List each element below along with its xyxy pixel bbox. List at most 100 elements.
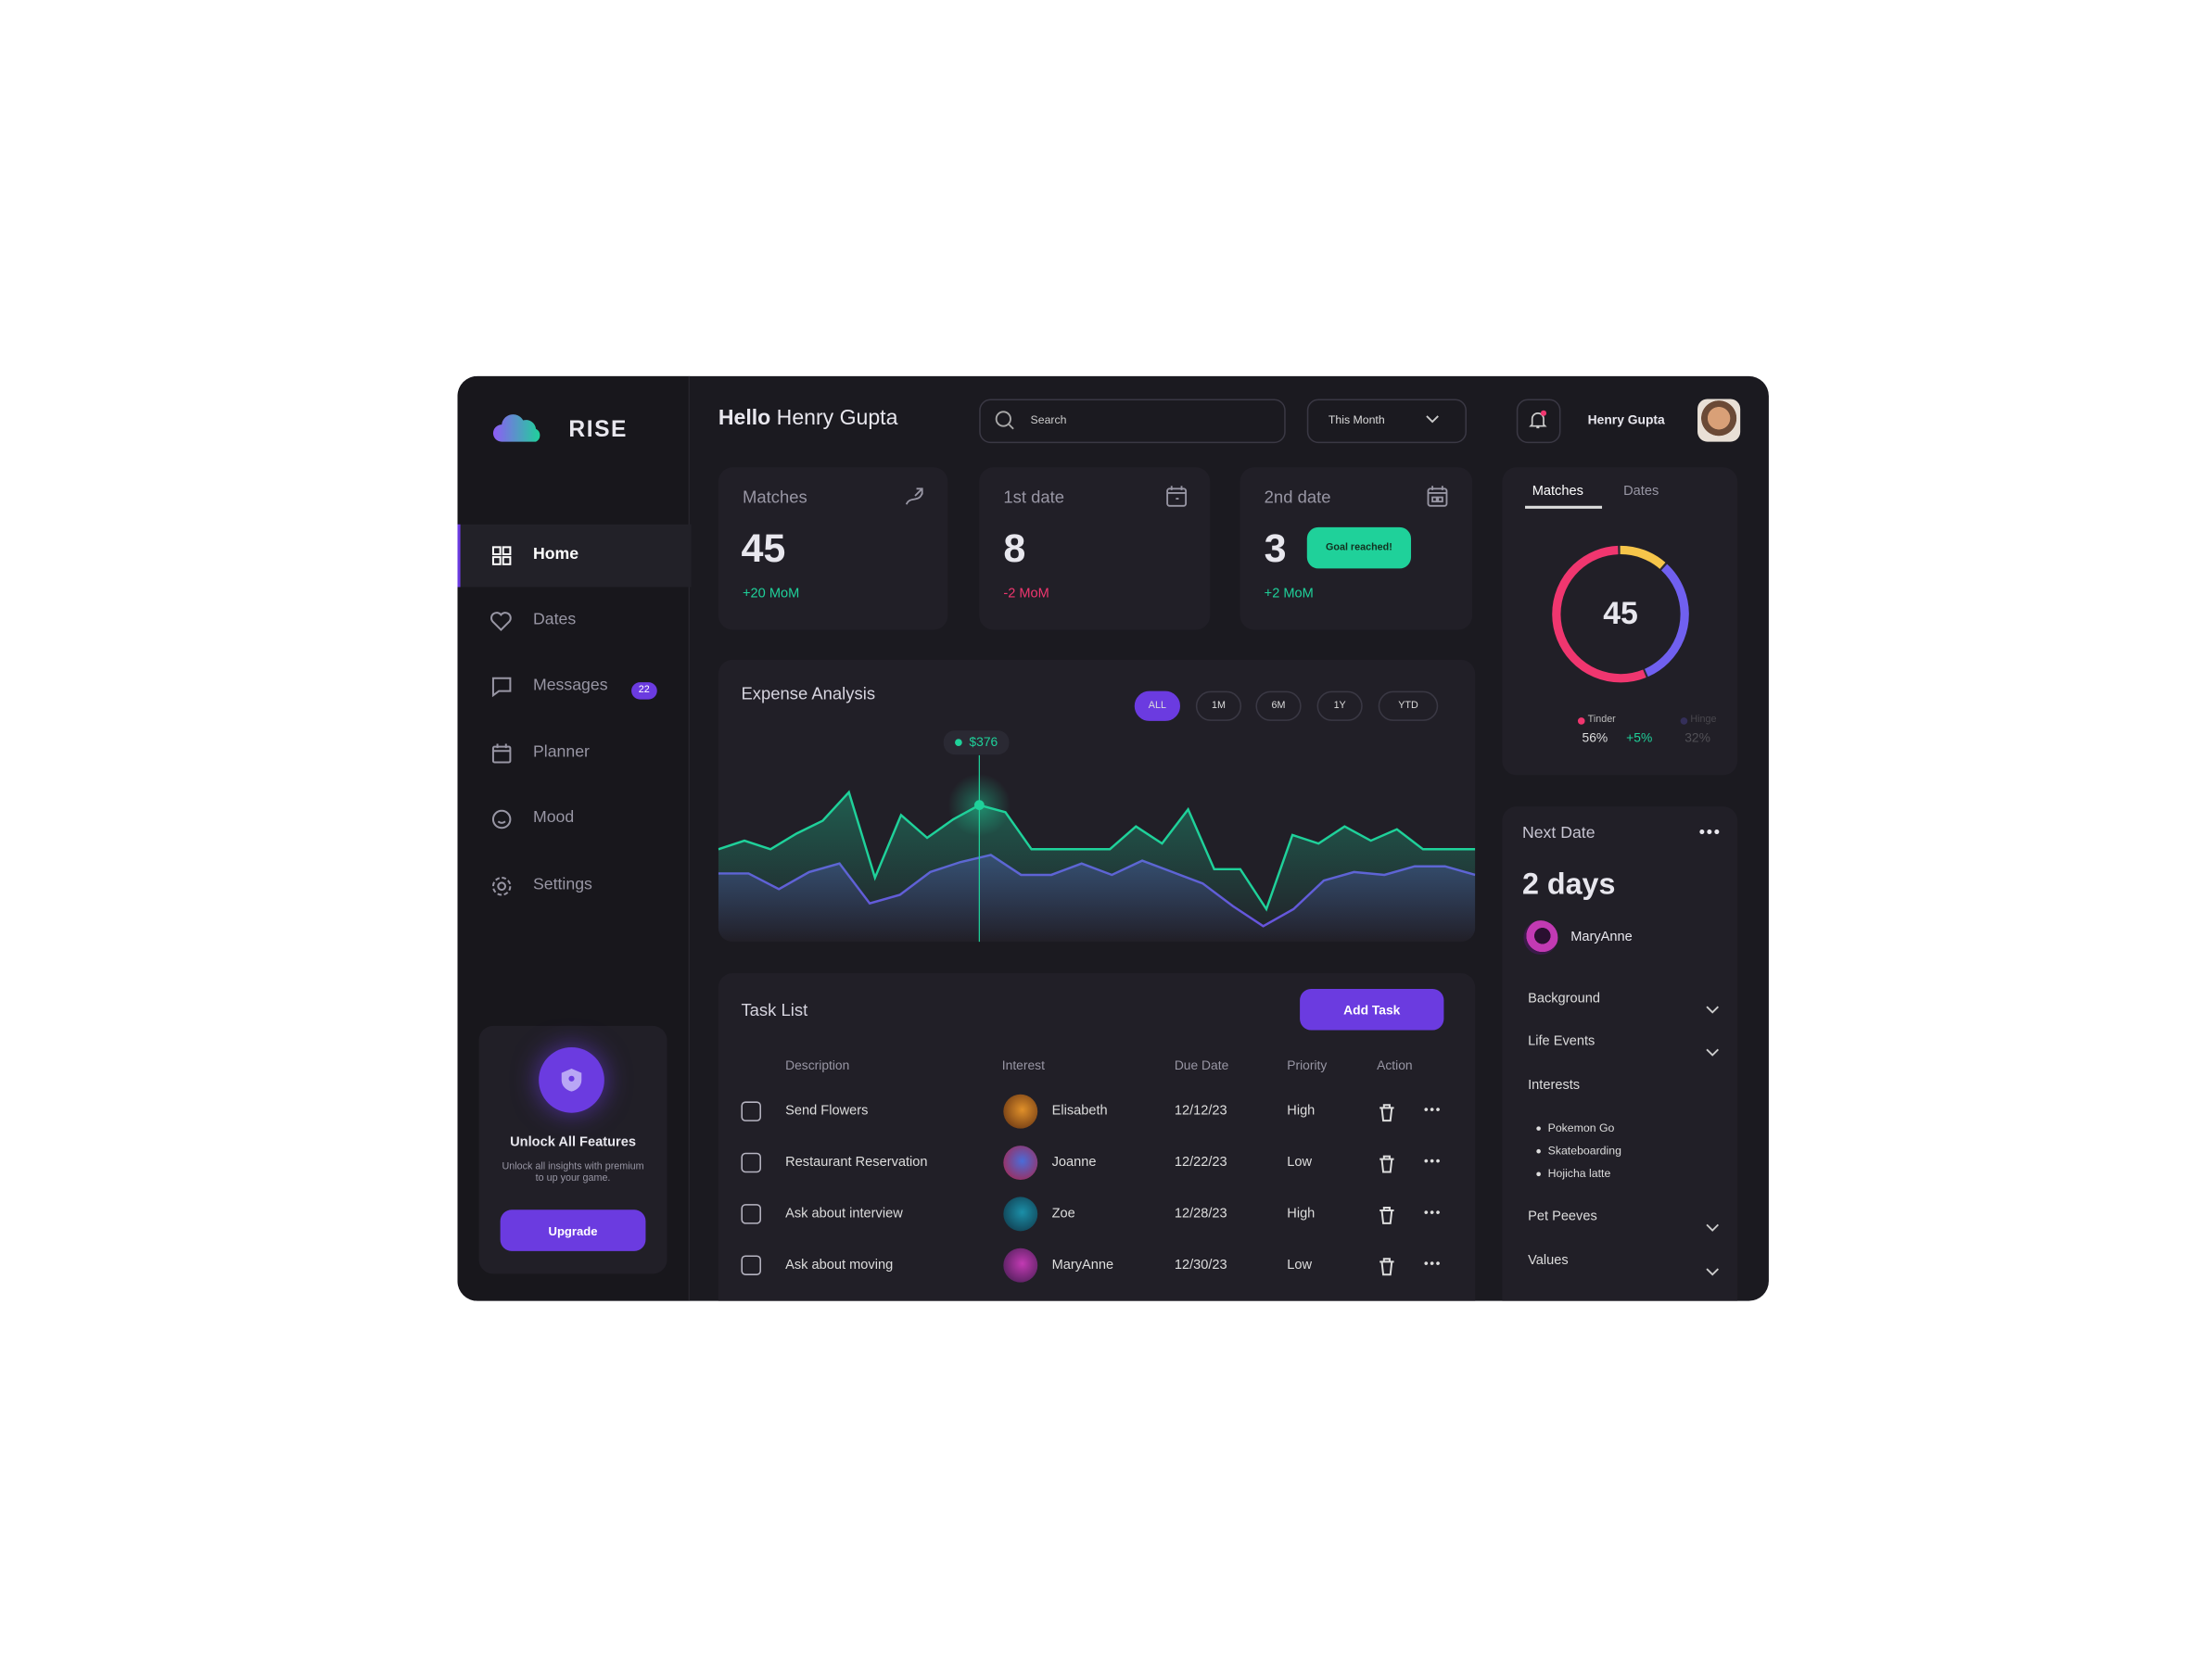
nav-icon	[491, 809, 512, 830]
range-button[interactable]: ALL	[1134, 690, 1180, 721]
tooltip-dot	[955, 739, 962, 747]
nav-item[interactable]: Settings	[532, 876, 592, 894]
interest-name: Zoe	[1051, 1206, 1075, 1222]
trash	[1379, 1258, 1394, 1276]
donut-segment	[1552, 545, 1689, 683]
stat-change: -2 MoM	[1003, 586, 1049, 602]
more-dots[interactable]: •••	[1423, 1153, 1443, 1169]
bell-button[interactable]	[1516, 399, 1561, 444]
column-header: Description	[785, 1057, 850, 1073]
tab[interactable]: Matches	[1532, 483, 1583, 500]
interest-avatar	[1003, 1094, 1038, 1129]
logo-icon	[492, 414, 540, 442]
legend-dot	[1577, 717, 1585, 725]
chevron	[1426, 415, 1439, 424]
delete-icon[interactable]	[1379, 1256, 1395, 1276]
section-header[interactable]: Background	[1528, 990, 1601, 1007]
interest-name: Elisabeth	[1051, 1103, 1108, 1120]
search-box[interactable]	[979, 399, 1286, 444]
legend-name: Tinder	[1587, 715, 1616, 726]
chart-lines	[718, 754, 1476, 943]
stat-value: 8	[1003, 526, 1026, 571]
section-header[interactable]: Values	[1528, 1252, 1569, 1269]
more-dots[interactable]: •••	[1423, 1205, 1443, 1220]
section-header[interactable]: Life Events	[1528, 1033, 1595, 1049]
add-task-button[interactable]: Add Task	[1300, 988, 1444, 1031]
person-avatar	[1523, 920, 1558, 956]
task-checkbox[interactable]	[741, 1204, 761, 1224]
tab[interactable]: Dates	[1623, 483, 1659, 500]
next-card	[1502, 806, 1738, 1301]
more-dots[interactable]: •••	[1698, 821, 1722, 842]
range-button[interactable]: 1Y	[1316, 690, 1363, 721]
tooltip-value: $376	[969, 734, 998, 750]
column-header: Action	[1377, 1057, 1413, 1073]
expense-chart	[718, 754, 1476, 943]
column-header: Due Date	[1174, 1057, 1229, 1073]
range-button[interactable]: 1M	[1195, 690, 1242, 721]
task-checkbox[interactable]	[741, 1255, 761, 1275]
nav-item[interactable]: Mood	[532, 809, 575, 827]
more-dots[interactable]: •••	[1423, 1102, 1443, 1117]
interest-name: MaryAnne	[1051, 1257, 1114, 1273]
range-button[interactable]: 6M	[1255, 690, 1302, 721]
upgrade-button[interactable]: Upgrade	[500, 1209, 646, 1251]
next-title: Next Date	[1521, 825, 1595, 842]
donut-chart	[1552, 545, 1689, 683]
nav-item[interactable]: Home	[532, 545, 579, 564]
section-header[interactable]: Pet Peeves	[1528, 1209, 1597, 1225]
priority: High	[1287, 1103, 1316, 1120]
chevron	[1706, 1037, 1719, 1057]
nav-icon	[491, 546, 512, 565]
dashboard: RISE Home Dates Messages 22 Planner Mood…	[457, 375, 1769, 1301]
hover-dot	[973, 800, 985, 811]
nav-icon	[491, 743, 512, 764]
task-description: Ask about moving	[785, 1257, 894, 1273]
nav-icon	[491, 877, 512, 896]
section-header[interactable]: Interests	[1528, 1077, 1581, 1094]
delete-icon[interactable]	[1379, 1102, 1395, 1122]
task-checkbox[interactable]	[741, 1101, 761, 1121]
interest-avatar	[1003, 1146, 1038, 1180]
period-select[interactable]	[1306, 399, 1467, 444]
delete-icon[interactable]	[1379, 1154, 1395, 1173]
nav-badge: 22	[631, 682, 657, 701]
goal-badge: Goal reached!	[1306, 526, 1412, 569]
legend-name: Hinge	[1690, 715, 1717, 726]
range-button[interactable]: YTD	[1378, 690, 1439, 721]
stat-icon	[1166, 486, 1188, 507]
nav-item[interactable]: Messages	[532, 677, 608, 694]
due-date: 12/12/23	[1174, 1103, 1227, 1120]
promo-title: Unlock All Features	[510, 1134, 636, 1151]
task-checkbox[interactable]	[741, 1152, 761, 1173]
more-dots[interactable]: •••	[1423, 1256, 1443, 1271]
trash	[1379, 1155, 1394, 1173]
bullet	[1536, 1126, 1541, 1131]
legend-dot	[1680, 717, 1688, 725]
priority: Low	[1287, 1257, 1313, 1273]
stat-label: 1st date	[1003, 487, 1064, 508]
task-description: Ask about interview	[785, 1206, 903, 1222]
delete-icon[interactable]	[1379, 1205, 1395, 1224]
legend-value: 32%	[1684, 730, 1710, 745]
donut-center: 45	[1603, 595, 1638, 631]
priority: High	[1287, 1206, 1316, 1222]
stat-change: +20 MoM	[742, 586, 800, 602]
interest-name: Joanne	[1051, 1154, 1097, 1171]
trash	[1379, 1206, 1394, 1224]
nav-item[interactable]: Dates	[532, 611, 577, 629]
legend-change: +5%	[1626, 730, 1653, 745]
chevron	[1706, 1212, 1719, 1232]
nav-icon	[491, 677, 512, 698]
stat-label: Matches	[742, 487, 807, 508]
tab-underline	[1525, 505, 1603, 509]
column-header: Interest	[1001, 1057, 1045, 1073]
user-avatar[interactable]	[1697, 399, 1741, 442]
tooltip: $376	[943, 730, 1010, 754]
nav-item[interactable]: Planner	[532, 743, 590, 762]
task-description: Send Flowers	[785, 1103, 869, 1120]
series-area	[718, 792, 1476, 943]
